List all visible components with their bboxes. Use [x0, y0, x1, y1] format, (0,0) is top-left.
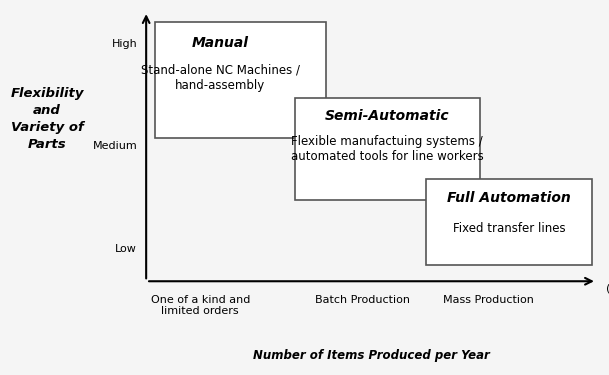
Text: Number of Items Produced per Year: Number of Items Produced per Year — [253, 349, 490, 362]
Text: Batch Production: Batch Production — [315, 295, 410, 305]
Text: Semi-Automatic: Semi-Automatic — [325, 109, 449, 123]
Bar — [155, 22, 326, 138]
Text: Flexibility
and
Variety of
Parts: Flexibility and Variety of Parts — [10, 87, 84, 151]
Text: High: High — [111, 39, 137, 49]
Text: Fixed transfer lines: Fixed transfer lines — [452, 222, 565, 235]
Text: One of a kind and
limited orders: One of a kind and limited orders — [150, 295, 250, 316]
Text: Manual: Manual — [192, 36, 248, 50]
Text: Flexible manufactuing systems /
automated tools for line workers: Flexible manufactuing systems / automate… — [291, 135, 484, 163]
Text: Medium: Medium — [93, 141, 137, 151]
Text: (Log volume): (Log volume) — [606, 284, 609, 294]
Text: Mass Production: Mass Production — [443, 295, 534, 305]
Text: Full Automation: Full Automation — [447, 190, 571, 205]
Text: Stand-alone NC Machines /
hand-assembly: Stand-alone NC Machines / hand-assembly — [141, 64, 300, 92]
Bar — [426, 178, 593, 265]
Text: Low: Low — [115, 244, 137, 254]
Bar — [295, 98, 480, 200]
